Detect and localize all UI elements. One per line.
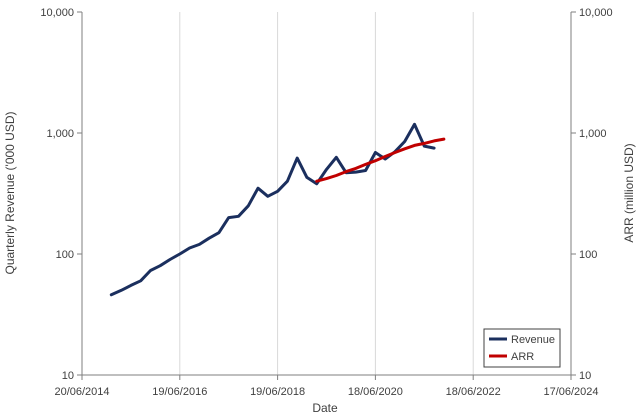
y-tick-label-left-1: 100 (56, 249, 74, 261)
y-tick-label-left-3: 10,000 (40, 7, 74, 19)
y-tick-label-left-0: 10 (62, 370, 74, 382)
x-axis-title: Date (312, 401, 338, 415)
y-tick-label-right-2: 1,000 (579, 128, 607, 140)
x-tick-label-1: 19/06/2016 (152, 386, 207, 398)
y-axis-left-title: Quarterly Revenue ('000 USD) (3, 111, 17, 274)
y-tick-label-right-1: 100 (579, 249, 597, 261)
series-group (109, 122, 446, 297)
x-tick-label-2: 19/06/2018 (250, 386, 305, 398)
y-axis-right-title: ARR (million USD) (622, 143, 636, 242)
gridlines (179, 12, 572, 375)
axes (81, 12, 572, 376)
series-line-arr (315, 137, 446, 183)
legend-label-arr: ARR (511, 351, 534, 363)
x-axis-ticks: 20/06/2014 19/06/2016 19/06/2018 18/06/2020… (54, 375, 599, 398)
y-tick-label-left-2: 1,000 (46, 128, 74, 140)
x-tick-label-5: 17/06/2024 (543, 386, 598, 398)
series-line-revenue (109, 122, 436, 297)
x-tick-label-0: 20/06/2014 (54, 386, 109, 398)
x-tick-label-4: 18/06/2022 (446, 386, 501, 398)
y-tick-label-right-3: 10,000 (579, 7, 613, 19)
legend-label-revenue: Revenue (511, 334, 555, 346)
x-tick-label-3: 18/06/2020 (348, 386, 403, 398)
y-tick-label-right-0: 10 (579, 370, 591, 382)
y-axis-right-ticks: 10 100 1,000 10,000 (571, 7, 613, 382)
legend-box (483, 328, 561, 368)
legend: Revenue ARR (483, 328, 561, 368)
y-axis-left-ticks: 10 100 1,000 10,000 (40, 7, 82, 382)
